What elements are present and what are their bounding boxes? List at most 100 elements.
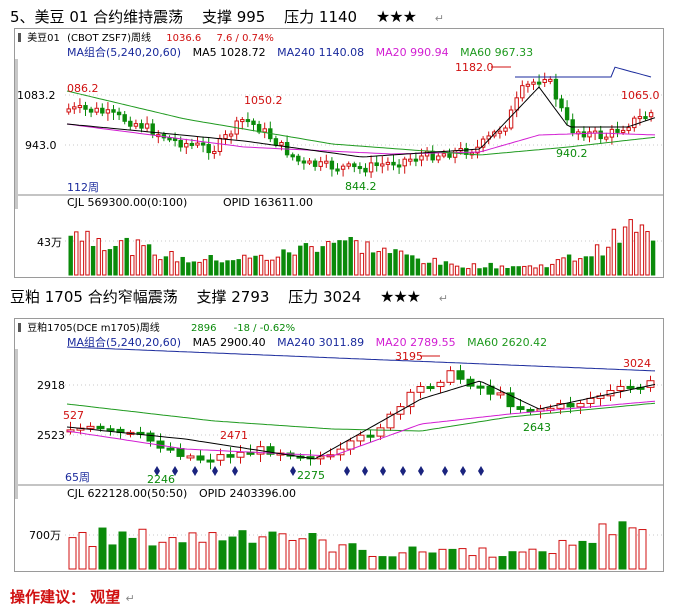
volume-bar	[398, 552, 407, 570]
volume-bar	[288, 539, 297, 570]
volume-bar	[118, 531, 127, 570]
volume-bar	[568, 544, 577, 570]
candle-body	[476, 385, 485, 389]
volume-bar	[566, 254, 572, 276]
volume-bar	[309, 246, 314, 276]
volume-bar	[348, 236, 353, 276]
chart2-panel[interactable]: 豆粕1705(DCE m1705)周线 2896 -18 / -0.62% MA…	[14, 318, 664, 572]
volume-bar	[527, 265, 533, 276]
candle-body	[251, 120, 256, 125]
candle-body	[413, 158, 419, 162]
chart1-volume-bars	[68, 219, 656, 276]
volume-bar	[191, 261, 197, 276]
volume-bar	[146, 244, 152, 276]
chart2-title-bar: 豆粕1705(DCE m1705)周线 2896 -18 / -0.62%	[15, 319, 663, 334]
volume-bar	[418, 551, 427, 570]
chart2-ma5: MA5 2900.40	[192, 336, 266, 349]
chart2-signal-markers	[154, 466, 484, 476]
chart2-annotation: 2246	[147, 473, 175, 486]
chart2-annotation: 527	[63, 409, 84, 422]
section1-resistance: 压力 1140	[284, 8, 358, 26]
volume-bar	[268, 531, 277, 570]
volume-bar	[338, 544, 347, 570]
volume-bar	[138, 528, 147, 570]
candle-body	[172, 138, 178, 142]
candle-body	[228, 133, 234, 137]
candle-body	[553, 78, 559, 100]
volume-bar	[460, 267, 465, 276]
chart1-vol-label: 43万	[37, 236, 62, 249]
volume-bar	[482, 267, 488, 276]
chart1-ma5: MA5 1028.72	[192, 46, 266, 59]
candle-body	[447, 153, 452, 158]
candle-body	[186, 455, 195, 459]
volume-bar	[558, 539, 567, 570]
volume-bar	[628, 219, 633, 276]
candle-body	[380, 163, 385, 167]
volume-bar	[588, 542, 597, 570]
candle-body	[195, 142, 200, 146]
volume-bar	[388, 556, 397, 570]
chart1-ma60-line	[66, 90, 656, 156]
chart1-change: 7.6 / 0.74%	[216, 33, 274, 44]
volume-bar	[79, 240, 85, 276]
volume-bar	[88, 546, 97, 570]
candle-body	[526, 408, 535, 412]
candle-body	[176, 448, 185, 457]
section2-title: 豆粕 1705 合约窄幅震荡	[10, 288, 178, 306]
volume-bar	[258, 536, 267, 570]
volume-bar	[292, 254, 297, 276]
volume-bar	[510, 266, 516, 276]
volume-bar	[158, 259, 163, 276]
candle-body	[122, 114, 127, 122]
volume-bar	[508, 551, 517, 570]
volume-bar	[78, 531, 87, 570]
candle-body	[356, 434, 365, 442]
volume-bar	[378, 556, 387, 570]
chart1-canvas[interactable]: 086.2 1050.2 1182.0 1065.0 940.2 844.2 1…	[15, 29, 663, 277]
volume-bar	[331, 242, 337, 276]
chart2-annotation: 3024	[623, 357, 651, 370]
chart1-title-bar: 美豆01 (CBOT ZSF7)周线 1036.6 7.6 / 0.74%	[15, 29, 663, 44]
volume-bar	[638, 529, 647, 570]
candle-body	[189, 142, 195, 146]
chart2-scrollbar[interactable]	[15, 349, 18, 499]
volume-bar	[449, 263, 454, 276]
paragraph-mark-icon: ↵	[438, 292, 448, 305]
chart1-panel[interactable]: 美豆01 (CBOT ZSF7)周线 1036.6 7.6 / 0.74% MA…	[14, 28, 664, 278]
chart1-ma-lines	[66, 66, 656, 158]
candle-body	[464, 147, 469, 155]
volume-bar	[108, 544, 117, 570]
chart2-ma60-line	[66, 402, 656, 432]
chart2-signal-diamond	[442, 466, 448, 476]
chart2-cjl: CJL 622128.00(50:50)	[67, 487, 187, 500]
volume-bar	[163, 256, 169, 276]
candle-body	[216, 454, 225, 461]
volume-bar	[107, 249, 113, 276]
chart2-ma5-line	[66, 380, 656, 460]
chart2-canvas[interactable]: 527 2471 3195 3024 2643 2246 2275 2918 2…	[15, 319, 663, 571]
candle-body	[386, 413, 395, 429]
candle-body	[335, 168, 340, 172]
chart1-opid: OPID 163611.00	[223, 196, 313, 209]
candle-body	[576, 402, 585, 408]
section1-support: 支撑 995	[201, 8, 266, 26]
candle-body	[357, 166, 363, 170]
volume-bar	[368, 555, 377, 570]
chart1-ma240: MA240 1140.08	[277, 46, 365, 59]
volume-bar	[68, 537, 77, 570]
chart2-signal-diamond	[380, 466, 386, 476]
volume-bar	[264, 259, 269, 276]
volume-bar	[247, 257, 253, 276]
candle-body	[391, 161, 396, 166]
candle-body	[637, 116, 643, 120]
chart1-scrollbar[interactable]	[15, 59, 18, 209]
volume-bar	[466, 268, 471, 276]
volume-bar	[208, 532, 217, 570]
candle-body	[212, 150, 217, 154]
chart2-signal-diamond	[192, 466, 198, 476]
candle-body	[604, 136, 609, 140]
volume-bar	[214, 260, 219, 276]
volume-bar	[342, 240, 348, 276]
volume-bar	[458, 548, 467, 570]
